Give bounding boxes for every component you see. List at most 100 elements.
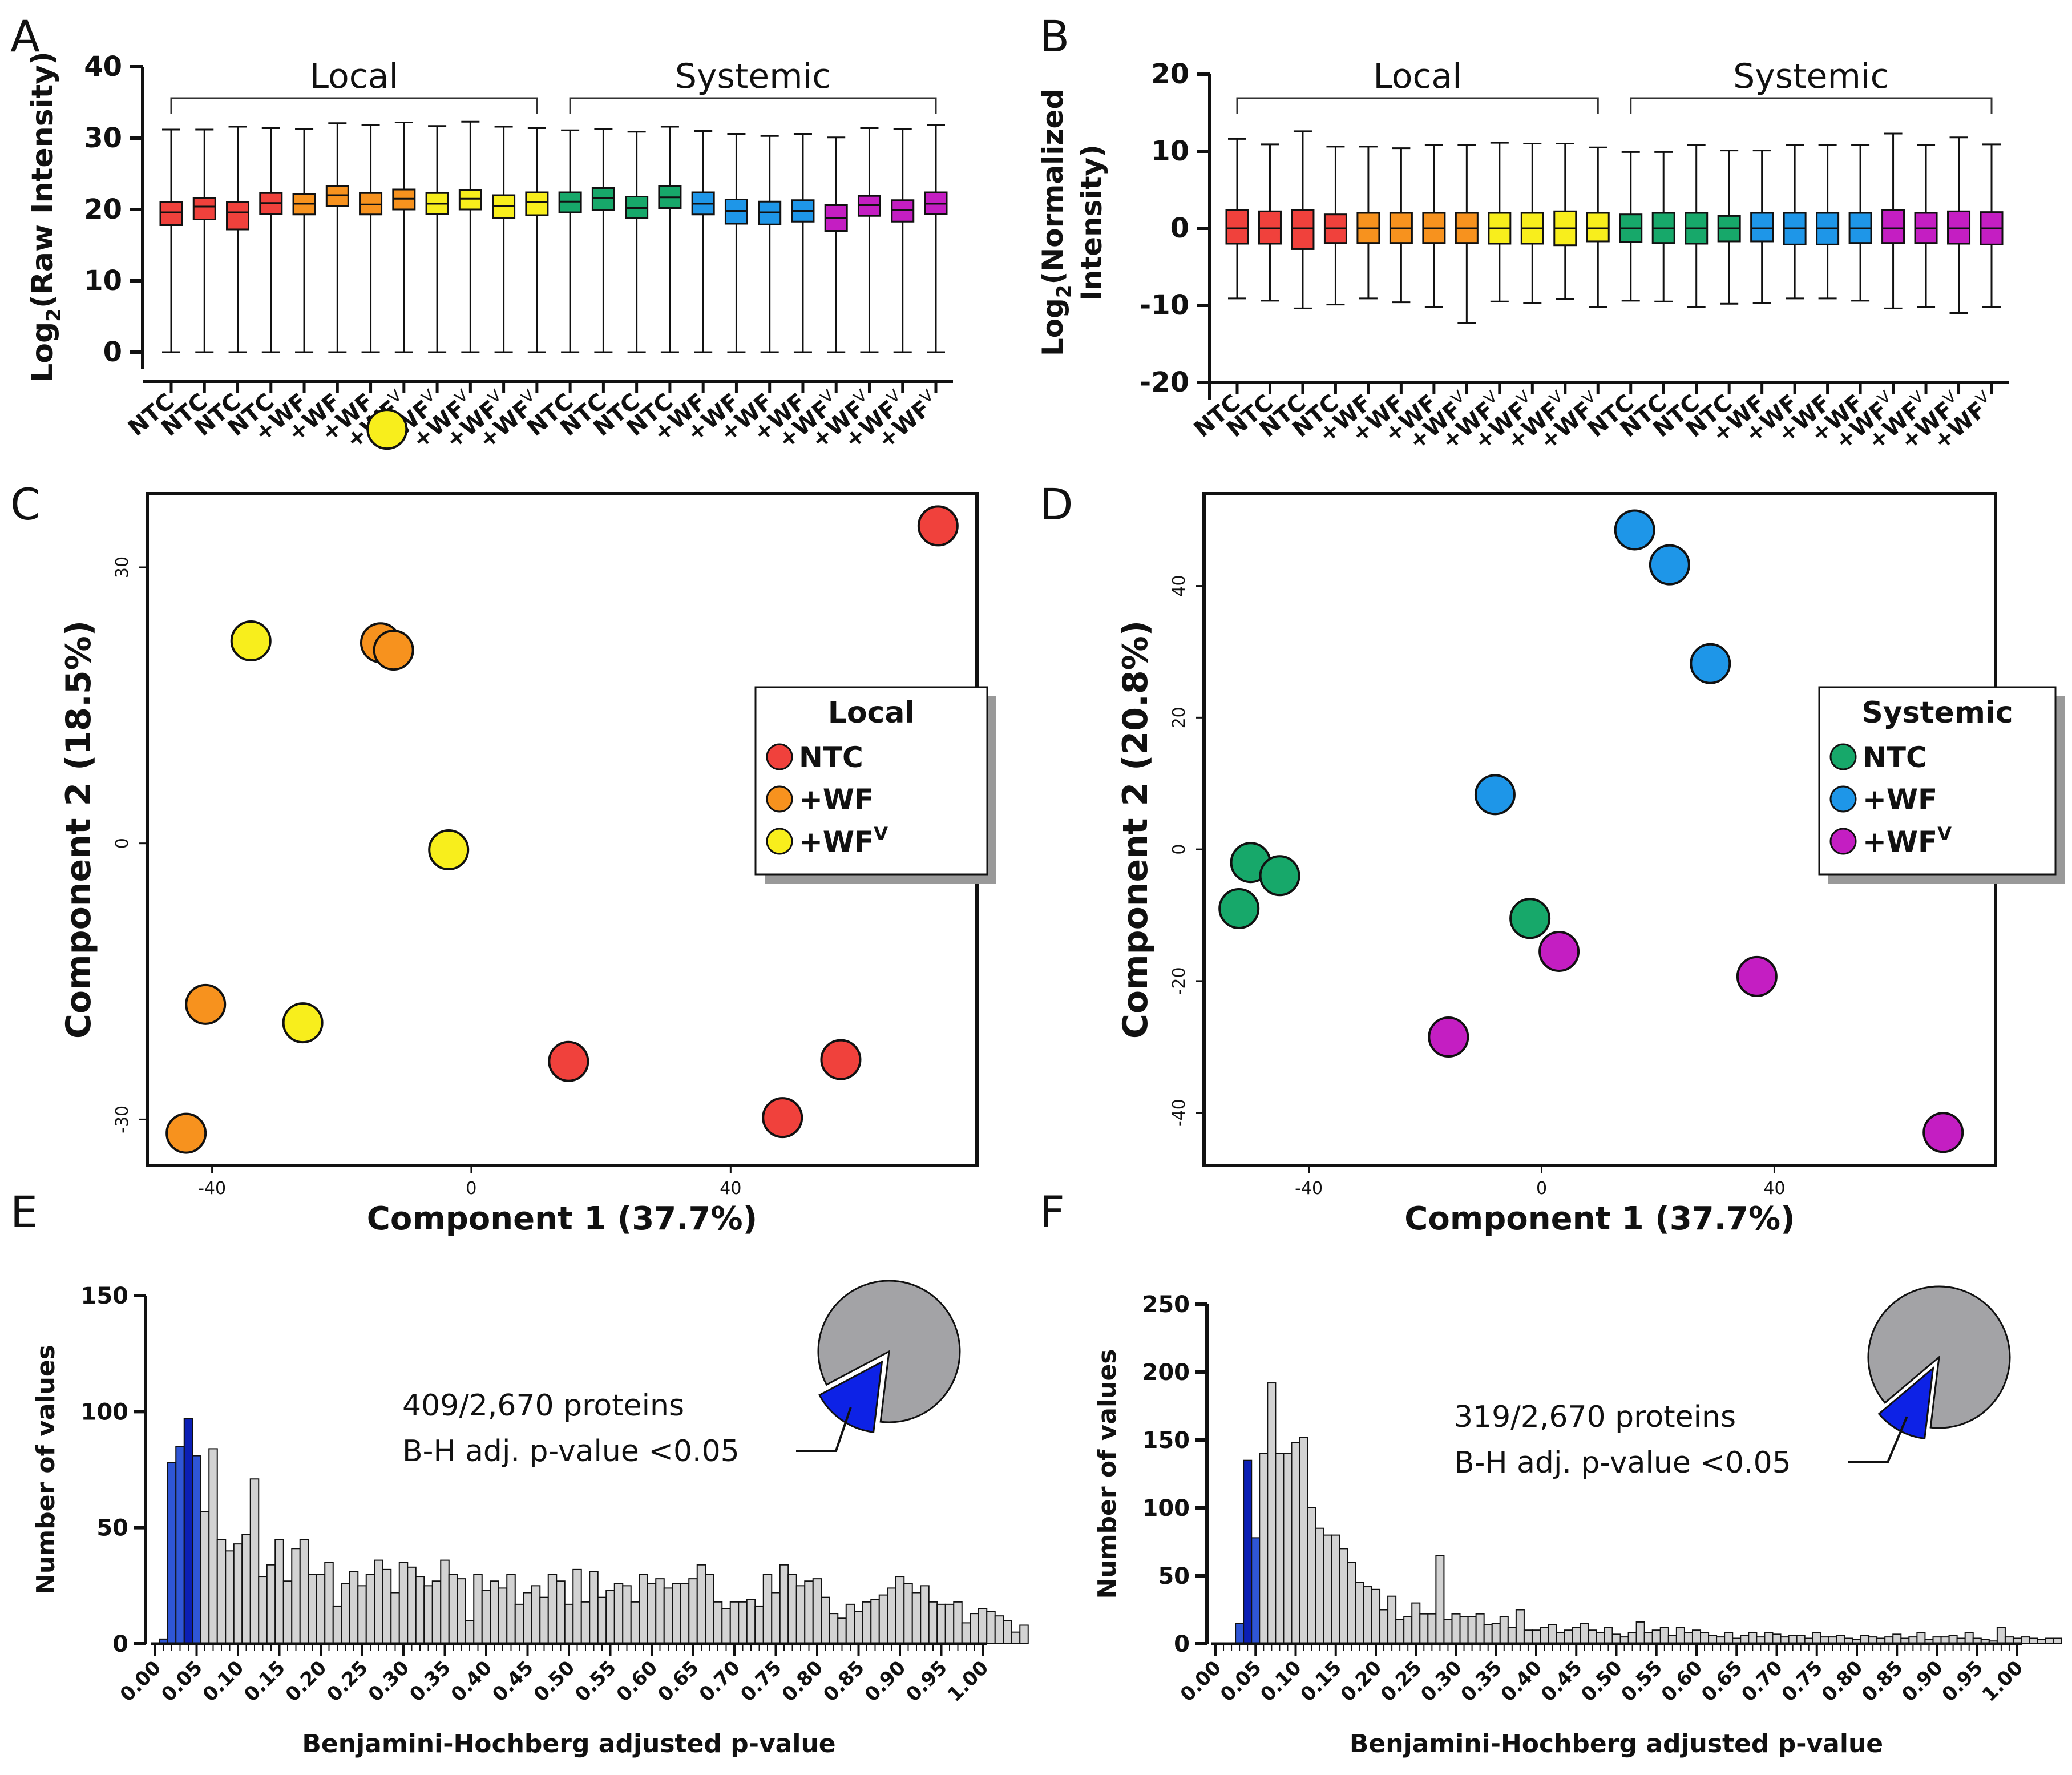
x-tick-label: 1.00 <box>943 1656 993 1707</box>
histogram-bar <box>1459 1616 1469 1644</box>
scatter-point <box>1259 855 1300 897</box>
histogram-bar <box>1243 1459 1253 1644</box>
histogram-bar <box>324 1562 334 1645</box>
x-tick-label: -40 <box>1295 1179 1323 1199</box>
y-axis-title: Number of values <box>1093 1349 1122 1599</box>
histogram-bar <box>1540 1627 1549 1644</box>
histogram-bar <box>1580 1623 1589 1645</box>
y-tick-label: -20 <box>1140 366 1189 398</box>
x-tick-label: 0.20 <box>1336 1656 1387 1707</box>
y-tick-label: 0 <box>1170 212 1189 244</box>
histogram-bar <box>1315 1527 1324 1644</box>
legend-label: NTC <box>1863 741 1927 774</box>
y-tick-label: 100 <box>81 1399 129 1425</box>
histogram-bar <box>688 1578 698 1644</box>
histogram-bar <box>258 1576 268 1644</box>
histogram-bar <box>672 1583 681 1644</box>
legend-marker <box>1829 743 1857 770</box>
histogram-bar <box>936 1603 946 1645</box>
box <box>159 201 183 226</box>
legend-box <box>754 686 988 876</box>
histogram-bar <box>1371 1588 1381 1645</box>
histogram-bar <box>878 1594 888 1645</box>
histogram-bar <box>490 1580 499 1644</box>
y-axis-title-sub: 2 <box>1053 284 1076 298</box>
histogram-bar <box>1283 1453 1293 1645</box>
histogram-bar <box>1700 1632 1710 1644</box>
y-tick-label: -30 <box>112 1106 132 1133</box>
histogram-bar <box>1259 1453 1269 1645</box>
histogram-bar <box>895 1576 905 1644</box>
y-axis-title-rest: (Raw Intensity) <box>26 51 60 308</box>
x-tick-label: 0.70 <box>1737 1656 1787 1707</box>
annotation-line1: 319/2,670 proteins <box>1454 1400 1736 1434</box>
histogram-bar <box>200 1511 210 1644</box>
histogram-bar <box>887 1587 896 1644</box>
legend-marker <box>1829 828 1857 855</box>
panel-a-boxplot: 010203040NTCNTCNTCNTC+WF+WF+WF+WFV+WFV+W… <box>26 51 953 454</box>
histogram-bar <box>1499 1616 1509 1644</box>
box <box>192 197 216 220</box>
scatter-point <box>428 829 470 870</box>
annotation-leader-line <box>1848 1416 1908 1463</box>
histogram-bar <box>407 1566 417 1645</box>
panel-letter-d: D <box>1040 479 1073 530</box>
histogram-bar <box>589 1571 599 1645</box>
y-axis-title: Log2(Raw Intensity) <box>26 51 66 382</box>
y-axis-title-main: Log <box>1036 298 1069 356</box>
histogram-bar <box>821 1596 830 1645</box>
histogram-bar <box>390 1592 400 1645</box>
x-tick-label: 0.55 <box>571 1656 621 1707</box>
x-tick-label: -40 <box>198 1179 226 1199</box>
x-tick-label: 0.35 <box>1457 1656 1507 1707</box>
x-tick-label: 1.00 <box>1978 1656 2028 1707</box>
y-tick-label: -40 <box>1169 1099 1189 1127</box>
histogram-bar <box>249 1478 260 1644</box>
x-tick-label: 0.05 <box>157 1656 207 1707</box>
box <box>1750 212 1774 243</box>
histogram-bar <box>1564 1629 1573 1644</box>
legend-label-text: +WF <box>799 783 874 816</box>
legend-title: Systemic <box>1861 696 2013 730</box>
histogram-bar <box>564 1603 574 1645</box>
histogram-bar <box>911 1592 922 1645</box>
x-tick-label: 0.85 <box>819 1656 869 1707</box>
histogram-bar <box>457 1578 466 1644</box>
histogram-bar <box>1355 1582 1364 1644</box>
histogram-bar <box>1451 1613 1461 1644</box>
scatter-point <box>762 1097 803 1139</box>
x-tick-label: 0.35 <box>405 1656 455 1707</box>
histogram-bar <box>282 1580 293 1644</box>
scatter-point <box>230 620 272 661</box>
histogram-bar <box>1395 1619 1405 1644</box>
histogram-bar <box>233 1543 243 1644</box>
histogram-bar <box>771 1592 781 1645</box>
histogram-bar <box>1548 1624 1557 1644</box>
box <box>226 201 250 231</box>
x-tick-label: 0.85 <box>1857 1656 1908 1707</box>
histogram-bar <box>1483 1624 1493 1644</box>
legend-label: +WFV <box>1863 823 1952 858</box>
y-tick-label: 0 <box>1169 844 1189 855</box>
histogram-bar <box>299 1539 309 1644</box>
histogram-bar <box>1491 1623 1501 1645</box>
histogram-bar <box>431 1580 442 1644</box>
x-tick-label: 0.00 <box>1176 1656 1226 1707</box>
histogram-bar <box>1627 1632 1637 1644</box>
scatter-point <box>185 983 227 1025</box>
histogram-bar <box>1235 1623 1245 1645</box>
histogram-bar <box>2029 1637 2038 1644</box>
y-tick-label: 250 <box>1142 1292 1190 1318</box>
histogram-bar <box>382 1568 392 1645</box>
annotation-leader-line <box>796 1407 852 1452</box>
histogram-bar <box>622 1585 632 1644</box>
histogram-bar <box>1003 1620 1012 1644</box>
scatter-point <box>548 1040 589 1082</box>
scatter-point <box>1428 1016 1469 1058</box>
x-tick-label: 40 <box>1763 1179 1785 1199</box>
panel-letter-f: F <box>1040 1187 1065 1237</box>
x-tick-label: 0.10 <box>1256 1656 1306 1707</box>
histogram-bar <box>1363 1586 1372 1645</box>
x-tick-label: 0.20 <box>281 1656 332 1707</box>
x-axis-title: Benjamini-Hochberg adjusted p-value <box>302 1729 835 1758</box>
